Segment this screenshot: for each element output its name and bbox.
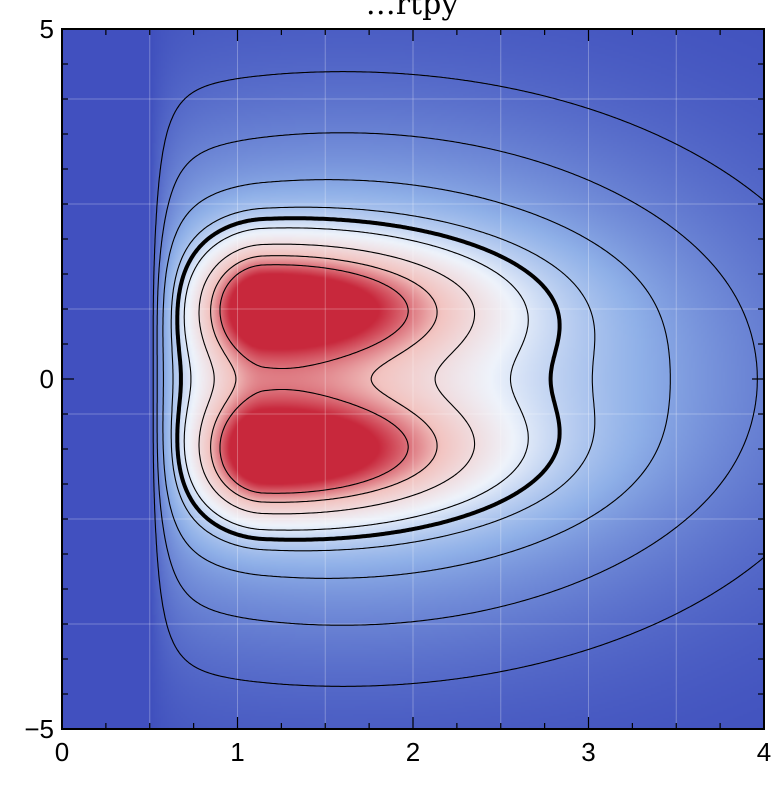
x-tick-label: 2 (406, 737, 420, 767)
contour-line (162, 179, 671, 579)
contour-line (156, 132, 758, 626)
contour-line (152, 71, 764, 687)
x-tick-label: 3 (581, 737, 595, 767)
contour-line (170, 206, 596, 552)
y-tick-label: 0 (40, 364, 54, 394)
tick-labels: 0 1 2 3 4−505 (24, 14, 771, 767)
x-tick-label: 0 (55, 737, 69, 767)
contour-line (219, 264, 409, 494)
contour-line (210, 255, 438, 503)
contour-line (198, 243, 476, 515)
plot-area (62, 29, 764, 729)
y-tick-label: −5 (24, 714, 54, 744)
axis-ticks (61, 28, 765, 730)
x-tick-label: 4 (757, 737, 771, 767)
contour-lines (152, 71, 764, 687)
chart-title-partial: …rtpy (366, 0, 459, 22)
grid-lines (62, 29, 764, 729)
y-tick-label: 5 (40, 14, 54, 44)
contour-line-bold-dashed (175, 216, 562, 542)
x-tick-label: 1 (230, 737, 244, 767)
contour-line (183, 227, 529, 531)
